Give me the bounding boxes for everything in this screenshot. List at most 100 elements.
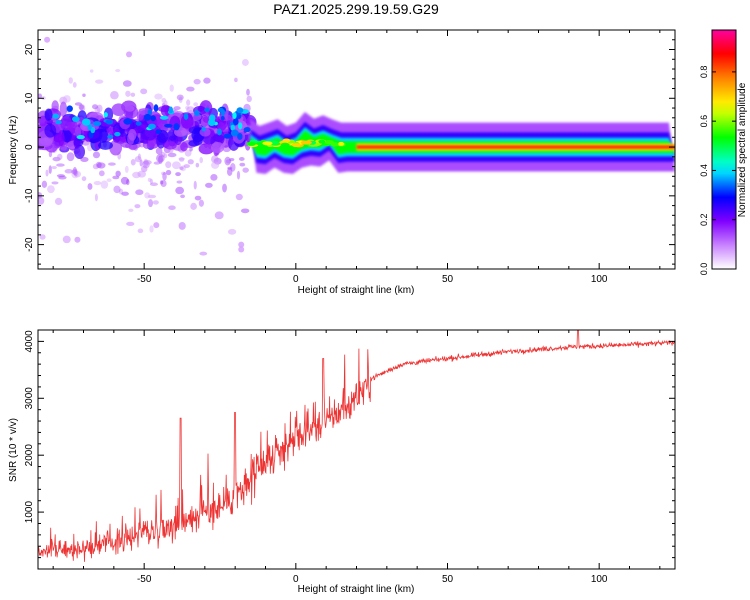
spectrogram-scatter-dot [205, 182, 213, 188]
spectrogram-scatter-dot [238, 157, 245, 161]
spectrogram-scatter-dot [95, 79, 104, 84]
spectrogram-knot [323, 140, 334, 145]
spectrogram-scatter-dot [56, 163, 65, 167]
spectrogram-scatter-dot [184, 149, 192, 157]
spectrogram-blob [98, 141, 113, 150]
spectrogram-scatter-dot [152, 200, 159, 205]
spectrogram-scatter-dot [226, 167, 233, 176]
colorbar-tick-label: 0.2 [699, 213, 709, 226]
spectrogram-knot [246, 141, 257, 146]
spectrogram-hotspot [148, 123, 156, 130]
spectrogram-hotspot [81, 118, 91, 126]
spectrogram-hotspot [168, 106, 173, 114]
spectrogram-scatter-dot [195, 162, 200, 168]
spectrogram-hotspot [183, 113, 189, 120]
spectrogram-scatter-dot [165, 161, 172, 169]
spectrogram-hotspot [107, 134, 114, 139]
x-tick-label: 100 [591, 274, 608, 285]
spectrogram-scatter-dot [148, 199, 154, 208]
spectrogram-hotspot [52, 113, 60, 119]
spectrogram-scatter-dot [134, 156, 142, 163]
y-tick-label: 4000 [24, 330, 35, 353]
colorbar-label: Normalized spectral amplitude [737, 82, 748, 217]
spectrogram-hotspot [230, 129, 239, 137]
spectrogram-scatter-dot [38, 196, 45, 205]
spectrogram-blob [59, 101, 68, 118]
spectrogram-hotspot [221, 109, 226, 116]
y-tick-label: 20 [24, 44, 35, 56]
spectrogram-scatter-dot [66, 152, 75, 162]
spectrogram-scatter-dot [186, 99, 191, 106]
spectrogram-scatter-dot [147, 177, 152, 182]
spectrogram-scatter-dot [115, 170, 121, 177]
spectrogram-scatter-dot [92, 104, 99, 110]
spectrogram-scatter-dot [179, 166, 184, 171]
spectrogram-outlier [238, 246, 245, 253]
spectrogram-hotspot [150, 115, 156, 122]
spectrogram-blob [125, 105, 135, 112]
spectrogram-knot [280, 142, 290, 147]
spectrogram-scatter-dot [236, 170, 241, 180]
spectrogram-blob [44, 108, 53, 121]
spectrogram-scatter-dot [186, 86, 195, 92]
spectrogram-scatter-dot [211, 155, 219, 164]
spectrogram-blob [180, 142, 188, 152]
colorbar-ticks: 0.0 0.2 0.4 0.6 0.8 [699, 66, 736, 275]
y-tick-label: 2000 [24, 444, 35, 467]
spectrogram-scatter-dot [137, 170, 146, 178]
spectrogram-hotspot [194, 110, 200, 117]
spectrogram-hotspot [223, 133, 232, 139]
spectrogram-scatter-dot [180, 194, 185, 199]
spectrogram-scatter-dot [193, 102, 199, 107]
spectrogram-hotspot [220, 116, 225, 121]
spectrogram-scatter-dot [80, 156, 89, 163]
snr-plot-area [38, 330, 675, 569]
spectrogram-scatter-dot [149, 182, 158, 187]
spectrogram-hotspot [147, 108, 152, 116]
spectrogram-scatter-dot [96, 162, 106, 169]
spectrogram-blob [57, 130, 65, 147]
spectrogram-scatter-dot [178, 157, 185, 161]
spectrogram-hotspot [237, 122, 243, 130]
spectrogram-scatter-dot [246, 95, 252, 103]
spectrogram-hotspot [114, 131, 121, 137]
spectrogram-hotspot [235, 113, 242, 120]
spectrogram-scatter-dot [199, 251, 208, 256]
spectrogram-scatter-dot [93, 181, 102, 186]
spectrogram-hotspot [243, 126, 251, 133]
spectrogram-scatter-dot [214, 211, 224, 220]
x-tick-label: 50 [442, 574, 454, 585]
y-tick-label: 1000 [24, 501, 35, 524]
colorbar-tick-label: 0.6 [699, 115, 709, 128]
spectrogram-scatter-dot [48, 165, 52, 174]
spectrogram-scatter-dot [124, 165, 129, 173]
spectrogram-hotspot [237, 132, 243, 140]
spectrogram-hotspot [66, 105, 73, 112]
spectrogram-scatter-dot [62, 235, 71, 244]
spectrogram-blob [73, 136, 81, 149]
spectrogram-scatter-dot [164, 100, 168, 106]
y-tick-label: -20 [24, 237, 35, 252]
spectrogram-blob [60, 115, 72, 131]
spectrogram-outlier [153, 222, 160, 229]
spectrogram-scatter-dot [82, 93, 86, 97]
spectrogram-scatter-dot [47, 185, 55, 194]
spectrogram-hotspot [159, 115, 169, 120]
spectrogram-scatter-dot [160, 180, 164, 185]
spectrogram-scatter-dot [176, 94, 184, 101]
spectrogram-xlabel: Height of straight line (km) [298, 285, 415, 296]
spectrogram-hotspot [155, 129, 161, 135]
spectrogram-scatter-dot [239, 162, 246, 167]
spectrogram-scatter-dot [210, 174, 218, 181]
spectrogram-panel: -50 0 50 100 -20 -10 0 10 20 Height of straight … [8, 29, 676, 296]
spectrogram-scatter-dot [121, 191, 129, 196]
spectrogram-scatter-dot [128, 208, 134, 213]
spectrogram-outlier [126, 51, 132, 58]
spectrogram-band [356, 145, 675, 149]
spectrogram-scatter-dot [134, 204, 141, 209]
spectrogram-knot [282, 138, 291, 143]
spectrogram-scatter-dot [81, 176, 87, 182]
spectrogram-hotspot [204, 107, 210, 113]
spectrogram-hotspot [216, 128, 222, 136]
